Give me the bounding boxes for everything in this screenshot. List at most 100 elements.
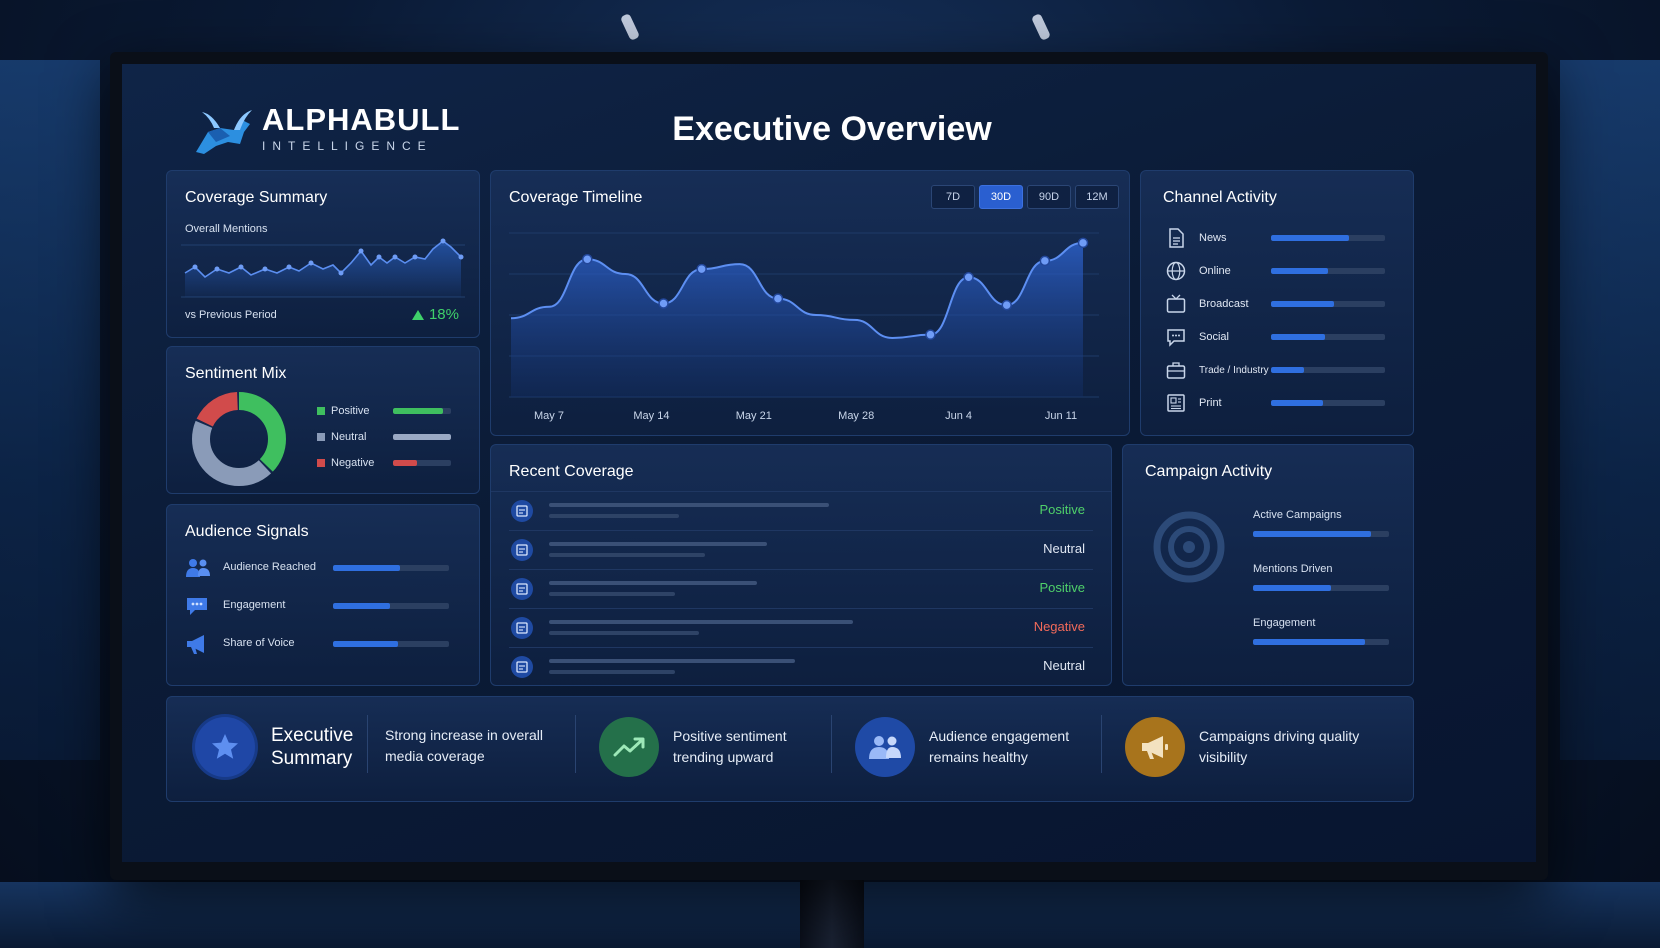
tab-range-90d[interactable]: 90D [1027, 185, 1071, 209]
headline-placeholder [549, 659, 795, 663]
summary-text-line2: trending upward [673, 749, 774, 765]
article-icon [511, 656, 533, 678]
coverage-timeline-card[interactable]: Coverage Timeline 7D 30D 90D 12M May 7 Ma… [490, 170, 1130, 436]
brand-name: ALPHABULL [262, 102, 461, 137]
summary-text-line1: Strong increase in overall [385, 727, 543, 743]
channel-row-broadcast[interactable]: Broadcast [1165, 293, 1275, 315]
bar-fill [393, 408, 444, 414]
x-tick-label: Jun 11 [1045, 410, 1077, 422]
change-indicator: 18% [411, 306, 459, 323]
coverage-item[interactable]: Negative [509, 609, 1093, 648]
mentions-sparkline [181, 238, 465, 298]
bar-fill [1271, 400, 1324, 406]
channel-bar-social [1271, 334, 1385, 340]
audience-row[interactable]: Share of Voice [185, 631, 465, 657]
audience-row[interactable]: Engagement [185, 593, 465, 619]
campaign-bar-engagement [1253, 639, 1389, 645]
donut-segment-positive [192, 392, 286, 486]
coverage-summary-card[interactable]: Coverage Summary Overall Mentions vs Pre… [166, 170, 480, 338]
x-tick-label: May 21 [736, 410, 772, 422]
executive-summary-bar[interactable]: Executive Summary Strong increase in ove… [166, 696, 1414, 802]
star-icon [195, 717, 255, 777]
campaign-activity-card[interactable]: Campaign Activity Active Campaigns Menti… [1122, 444, 1414, 686]
legend-label: Positive [331, 405, 370, 417]
x-tick-label: May 14 [633, 410, 669, 422]
divider [367, 715, 368, 773]
channel-bar-online [1271, 268, 1385, 274]
chat-icon [187, 598, 207, 615]
campaign-label: Engagement [1253, 617, 1316, 629]
tab-range-30d[interactable]: 30D [979, 185, 1023, 209]
divider [831, 715, 832, 773]
coverage-item[interactable]: Positive [509, 492, 1093, 531]
card-title: Coverage Summary [185, 189, 328, 206]
campaign-label: Mentions Driven [1253, 563, 1333, 575]
summary-item: Campaigns driving quality visibility [1125, 717, 1359, 777]
data-point [963, 272, 974, 283]
up-arrow-icon [411, 309, 424, 320]
recent-coverage-card[interactable]: Recent Coverage Positive Neutral Positiv… [490, 444, 1112, 686]
bar-fill [393, 460, 417, 466]
channel-bar-broadcast [1271, 301, 1385, 307]
ceiling-light [1030, 13, 1052, 41]
channel-bar-print [1271, 400, 1385, 406]
channel-row-social[interactable]: Social [1165, 326, 1275, 348]
comment-icon [1167, 329, 1185, 347]
channel-label: News [1199, 232, 1227, 244]
sentiment-status: Negative [1033, 619, 1085, 634]
brand-logo[interactable]: ALPHABULL INTELLIGENCE [190, 102, 460, 156]
tab-range-7d[interactable]: 7D [931, 185, 975, 209]
data-point [1039, 255, 1051, 267]
legend-swatch [317, 433, 325, 441]
sentiment-status: Positive [1039, 580, 1085, 595]
x-tick-label: May 7 [534, 410, 564, 422]
card-title: Sentiment Mix [185, 365, 287, 382]
bar-fill [333, 603, 390, 609]
channel-activity-card[interactable]: Channel Activity News Online Broadcast S… [1140, 170, 1414, 436]
ceiling-light [619, 13, 641, 41]
globe-icon [1166, 261, 1186, 281]
channel-row-print[interactable]: Print [1165, 392, 1275, 414]
signal-label: Share of Voice [223, 637, 295, 649]
bar-fill [1271, 301, 1334, 307]
newspaper-icon [1167, 394, 1185, 412]
card-title: Campaign Activity [1145, 463, 1273, 480]
tab-range-12m[interactable]: 12M [1075, 185, 1119, 209]
sentiment-bar-positive [393, 408, 451, 414]
signal-bar [333, 641, 449, 647]
brand-tagline: INTELLIGENCE [262, 139, 433, 153]
summary-item: Positive sentiment trending upward [599, 717, 787, 777]
data-point [772, 293, 784, 304]
channel-row-online[interactable]: Online [1165, 260, 1275, 282]
background-window-left [0, 60, 100, 760]
channel-row-trade[interactable]: Trade / Industry [1165, 359, 1275, 381]
timeline-area [511, 242, 1083, 397]
headline-placeholder [549, 503, 829, 507]
summary-text-line2: visibility [1199, 749, 1248, 765]
audience-signals-card[interactable]: Audience Signals Audience Reached Engage… [166, 504, 480, 686]
summary-text-line2: remains healthy [929, 749, 1028, 765]
legend-label: Neutral [331, 431, 367, 443]
coverage-item[interactable]: Neutral [509, 531, 1093, 570]
article-icon [511, 500, 533, 522]
summary-text-line1: Campaigns driving quality [1199, 728, 1360, 744]
dashboard-screen: ALPHABULL INTELLIGENCE Executive Overvie… [122, 64, 1536, 862]
target-icon [1153, 511, 1225, 583]
coverage-item[interactable]: Positive [509, 570, 1093, 609]
coverage-timeline-chart: May 7 May 14 May 21 May 28 Jun 4 Jun 11 [509, 232, 1099, 422]
coverage-item[interactable]: Neutral [509, 648, 1093, 686]
summary-text-line1: Audience engagement [929, 728, 1070, 744]
summary-text-line1: Positive sentiment [673, 728, 787, 744]
donut-segment-neutral [192, 392, 286, 486]
source-placeholder [549, 592, 675, 596]
bar-fill [1253, 585, 1331, 591]
people-icon [855, 717, 915, 777]
comparison-label: vs Previous Period [185, 309, 277, 321]
channel-row-news[interactable]: News [1165, 227, 1275, 249]
bar-fill [1253, 639, 1365, 645]
divider [1101, 715, 1102, 773]
background-window-right [1560, 60, 1660, 760]
people-icon [186, 559, 210, 577]
sentiment-mix-card[interactable]: Sentiment Mix Positive Neutral Negative [166, 346, 480, 494]
audience-row[interactable]: Audience Reached [185, 555, 465, 581]
